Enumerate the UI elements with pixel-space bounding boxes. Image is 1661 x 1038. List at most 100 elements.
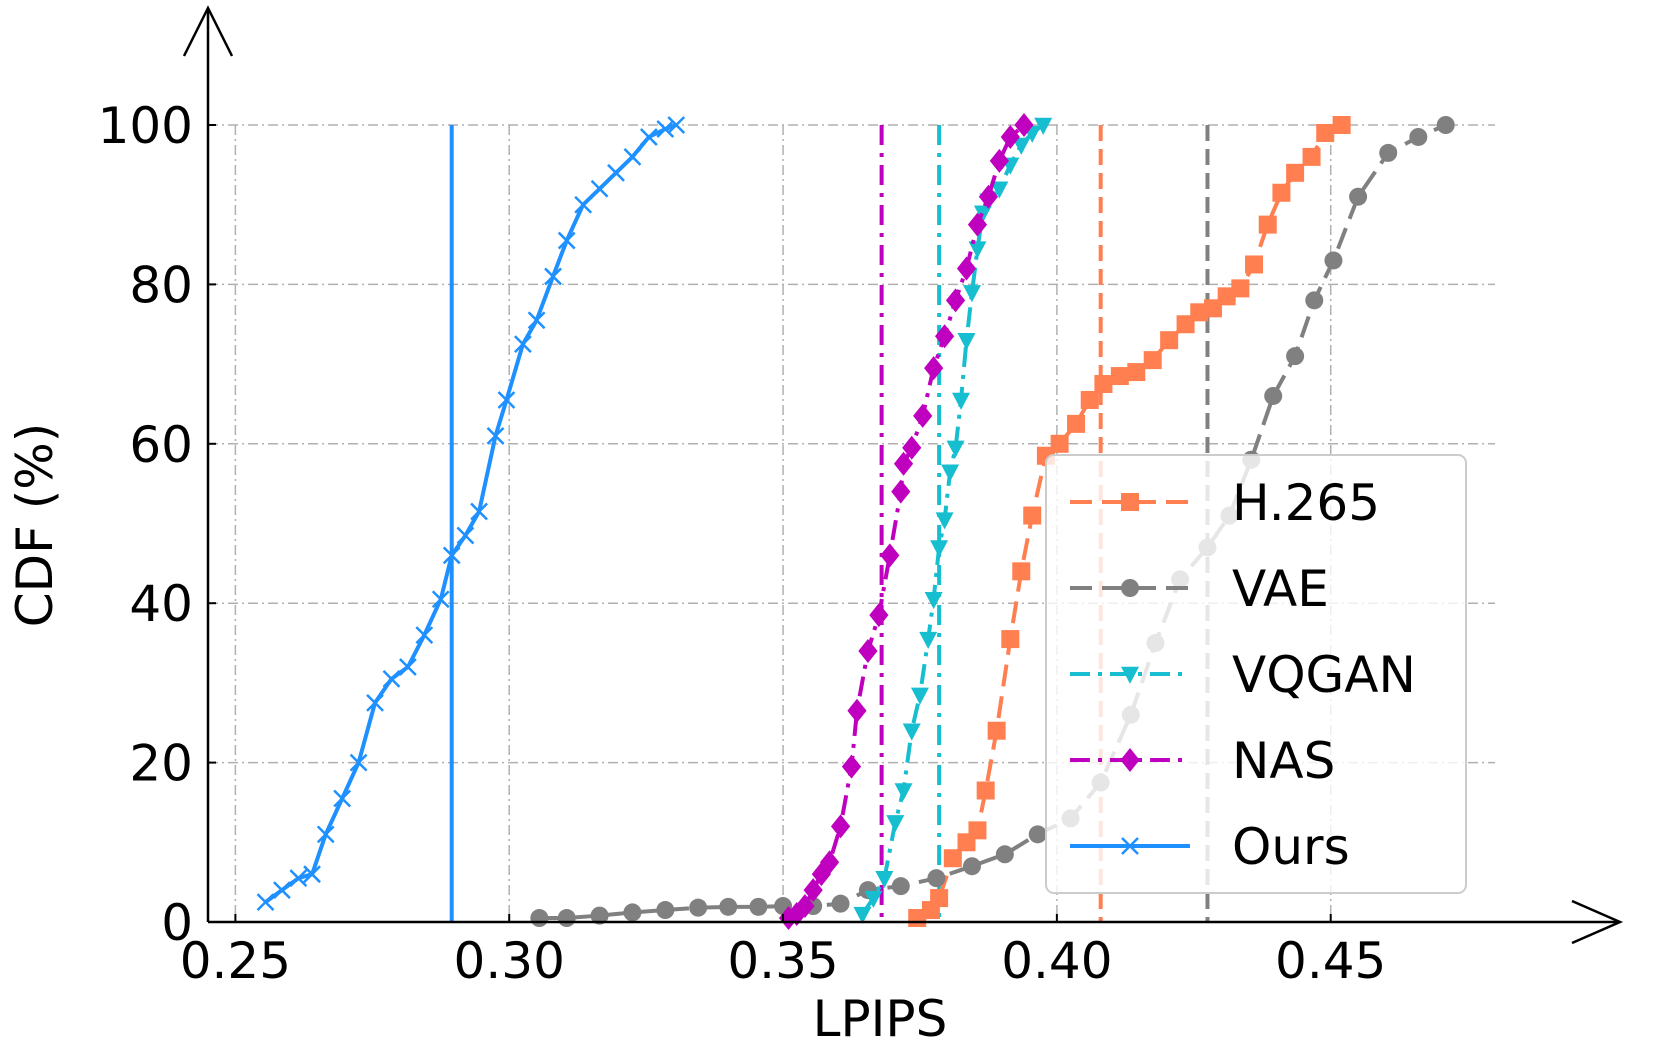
data-point [869,603,889,628]
data-point [989,148,1009,173]
data-point [941,464,960,482]
data-point [935,324,955,349]
data-point [1349,187,1368,206]
legend-item-ours: Ours [1070,818,1350,876]
data-point [891,877,910,896]
data-point-stroke [415,626,434,644]
data-point [1436,116,1455,134]
data-point [1143,351,1162,370]
y-tick-label: 100 [98,97,193,155]
series-vqgan [853,117,1053,924]
data-point [289,869,308,888]
data-point [819,850,840,875]
data-point-stroke [349,753,368,772]
data-point [590,906,609,925]
data-point-stroke [303,865,321,884]
data-point [1379,143,1398,162]
data-point-stroke [1121,837,1139,855]
data-point [830,814,851,839]
x-tick-label: 0.40 [1001,932,1112,990]
data-point [530,909,549,928]
legend-label: NAS [1232,732,1335,790]
data-point [557,231,576,250]
data-point [689,898,708,917]
y-tick-label: 20 [129,735,193,793]
data-point [486,426,505,445]
data-point [875,870,894,889]
data-point [1409,127,1428,146]
data-point [1160,331,1179,350]
legend-label: H.265 [1232,474,1380,532]
x-axis-arrow [1571,899,1624,945]
data-point-stroke [574,195,593,214]
data-point [1245,255,1264,274]
data-point [382,670,401,688]
data-point [847,698,867,723]
data-point [1286,163,1305,182]
ticks: 0.25 0.30 0.35 0.40 0.45 0 20 40 60 80 100 [98,97,1387,990]
data-point [1001,630,1020,649]
data-point [956,256,977,281]
legend-item-h-265: H.265 [1070,474,1380,532]
x-tick-label: 0.30 [454,932,565,990]
legend-item-vqgan: VQGAN [1070,646,1416,704]
data-point [913,403,933,428]
data-point [957,332,976,351]
data-point [719,897,738,916]
data-point-stroke [590,179,609,198]
data-point [919,631,938,649]
data-point [968,821,987,840]
data-point [497,391,516,409]
data-point [273,881,291,900]
series [256,113,1455,931]
data-point [1000,124,1020,149]
data-point [946,440,965,458]
data-point-stroke [456,526,475,545]
data-point [1050,434,1069,453]
data-point-stroke [442,546,461,565]
data-point [990,181,1009,199]
data-point [1028,825,1047,844]
data-point [935,512,954,530]
data-point-stroke [273,881,291,900]
series-nas [778,113,1034,931]
data-point [431,590,450,609]
y-axis-arrow [182,5,234,57]
series-line-ours [264,123,677,904]
data-point [924,356,944,381]
data-point [303,865,321,884]
data-point [1316,123,1335,142]
data-point [1012,562,1031,581]
x-tick-label: 0.45 [1275,932,1386,990]
data-point [470,502,488,521]
data-point [1305,291,1324,310]
data-point-stroke [399,658,417,676]
data-point [831,894,850,913]
data-point [1120,748,1140,772]
data-point [894,783,913,801]
data-point-stroke [656,120,675,138]
data-point [1302,147,1321,166]
data-point [910,687,929,705]
legend: H.265 VAE VQGAN NAS Ours [1045,454,1467,894]
data-point [1012,137,1031,155]
data-point [893,451,914,476]
data-point [1023,506,1042,525]
data-point [557,909,576,928]
y-axis-label: CDF (%) [6,423,64,628]
data-point [1110,367,1129,386]
data-point [1190,303,1209,322]
data-point [952,392,971,410]
data-point [803,878,823,903]
data-point-stroke [667,116,686,134]
data-point [976,781,995,800]
data-point [1121,666,1139,684]
data-point [1094,375,1113,394]
data-point [623,147,642,166]
data-point [349,753,368,772]
data-point [930,889,949,908]
data-point [864,890,883,908]
data-point [995,845,1014,864]
data-point [456,526,475,545]
data-point [967,212,988,237]
